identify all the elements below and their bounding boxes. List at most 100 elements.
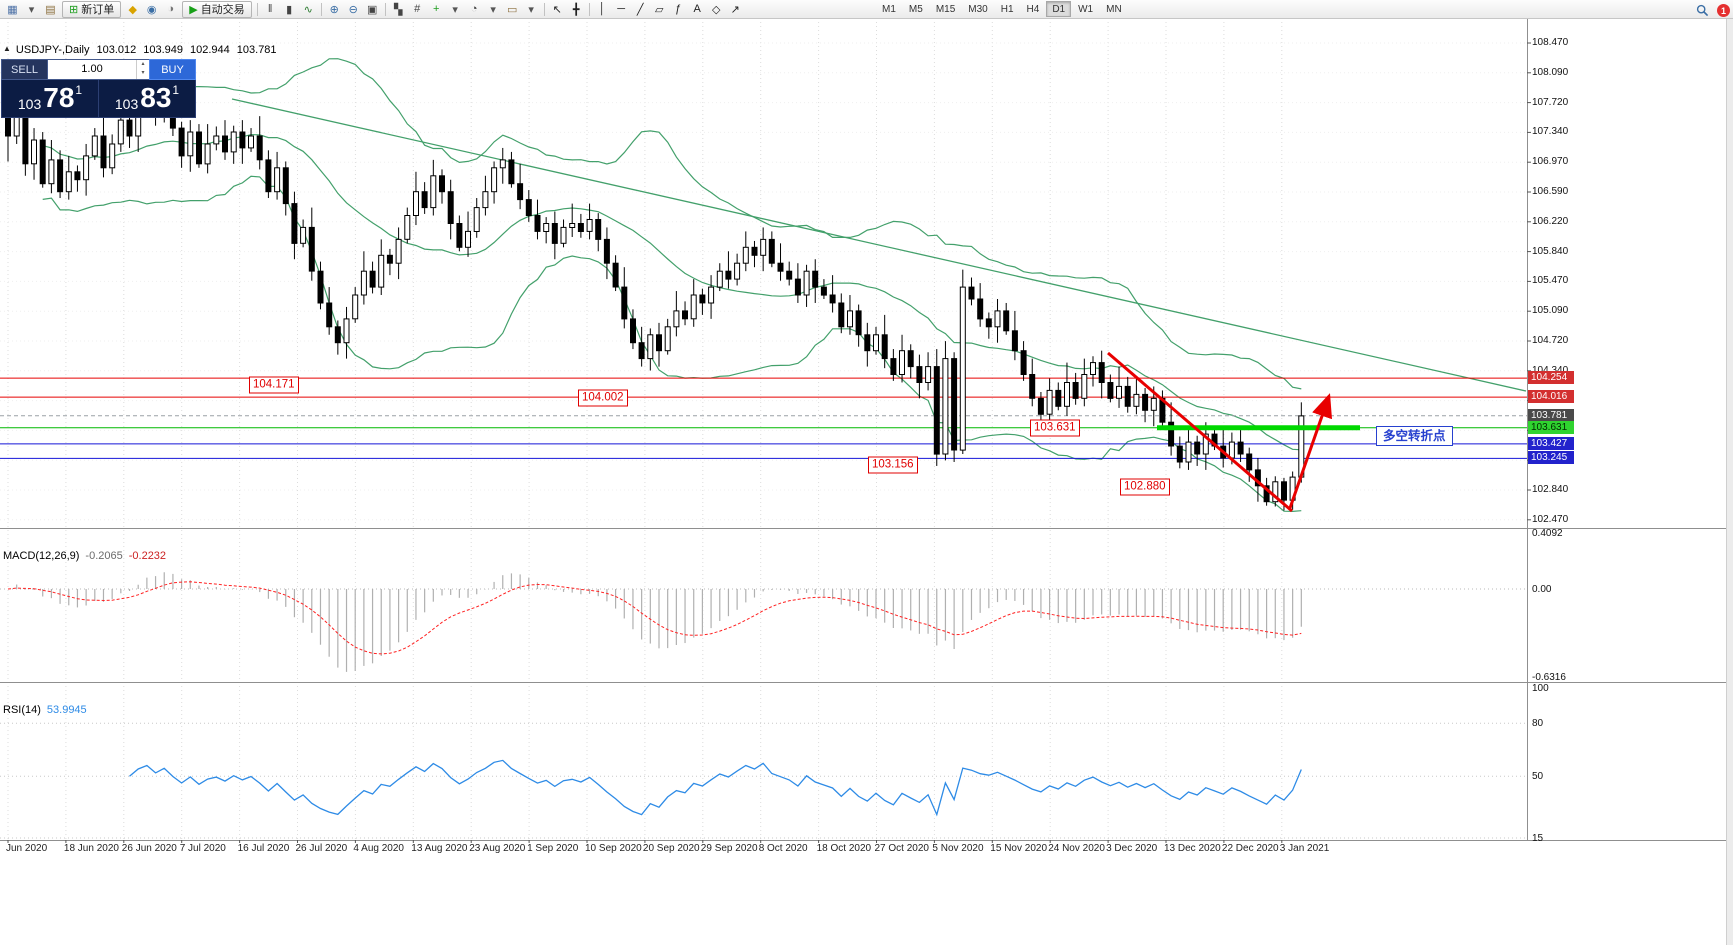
time-axis-label: 13 Aug 2020 — [411, 843, 468, 854]
time-axis-label: 5 Nov 2020 — [932, 843, 984, 854]
time-axis-label: 24 Nov 2020 — [1048, 843, 1105, 854]
zoom-in-icon[interactable]: ⊕ — [329, 3, 339, 16]
time-axis-label: 16 Jul 2020 — [237, 843, 290, 854]
rsi-plot — [0, 722, 1527, 839]
sell-price-sup: 1 — [75, 83, 83, 97]
timeframe-w1[interactable]: W1 — [1078, 4, 1094, 15]
data-window-icon[interactable]: ◑ — [167, 3, 175, 15]
buy-button[interactable]: BUY — [149, 59, 196, 80]
search-icon[interactable] — [1693, 2, 1712, 19]
macd-scale-label: 0.00 — [1532, 584, 1552, 595]
time-axis-label: 3 Dec 2020 — [1106, 843, 1158, 854]
autotrade-button[interactable]: ▶ 自动交易 — [182, 0, 252, 18]
crosshair-tool-icon[interactable]: ╋ — [572, 3, 580, 16]
time-axis-label: 15 Nov 2020 — [990, 843, 1048, 854]
new-chart-icon[interactable]: ▦ — [7, 3, 18, 16]
price-axis-label: 105.840 — [1532, 245, 1569, 257]
horizontal-line-tool-icon[interactable]: ─ — [617, 3, 626, 15]
new-order-button[interactable]: ⊞ 新订单 — [62, 0, 122, 18]
annotation-box[interactable]: 102.880 — [1120, 478, 1170, 496]
one-click-trading-panel: SELL 1.00 ▴ ▾ BUY 103 78 1 103 83 1 — [1, 59, 196, 118]
timeframe-d1[interactable]: D1 — [1046, 1, 1072, 17]
cursor-tool-icon[interactable]: ↖ — [552, 3, 562, 16]
notification-badge[interactable]: 1 — [1717, 4, 1730, 17]
shapes-tool-icon[interactable]: ◇ — [711, 3, 721, 16]
toolbar-separator — [256, 2, 258, 16]
indicators-dropdown-icon[interactable]: ▾ — [452, 3, 458, 16]
volume-input[interactable]: 1.00 — [81, 63, 103, 75]
autotrade-label: 自动交易 — [200, 4, 245, 16]
timeframe-h1[interactable]: H1 — [1000, 4, 1014, 15]
price-tag: 104.016 — [1528, 390, 1574, 404]
chart-window[interactable]: ▲ USDJPY-,Daily 103.012 103.949 102.944 … — [0, 19, 1733, 945]
alerts-icon[interactable]: ◆ — [128, 3, 137, 16]
volume-spinner: ▴ ▾ — [136, 60, 149, 79]
price-axis-label: 107.720 — [1532, 96, 1569, 108]
timeframe-m30[interactable]: M30 — [968, 4, 988, 15]
time-axis-label: 10 Sep 2020 — [585, 843, 642, 854]
scrollbar[interactable] — [1726, 19, 1733, 945]
timeframe-h4[interactable]: H4 — [1026, 4, 1040, 15]
annotation-box[interactable]: 104.171 — [249, 376, 299, 394]
fibonacci-tool-icon[interactable]: ƒ — [675, 3, 682, 15]
trendline-tool-icon[interactable]: ╱ — [636, 3, 644, 16]
periods-icon[interactable]: ◔ — [470, 3, 478, 15]
annotation-box[interactable]: 多空转折点 — [1376, 425, 1453, 446]
market-watch-icon[interactable]: ◉ — [146, 3, 157, 16]
sell-price-display[interactable]: 103 78 1 — [2, 80, 99, 117]
rsi-scale-label: 50 — [1532, 771, 1544, 783]
periods-dropdown-icon[interactable]: ▾ — [490, 3, 496, 16]
new-order-icon: ⊞ — [69, 3, 79, 16]
volume-up-icon[interactable]: ▴ — [141, 61, 145, 67]
candlestick-mode-icon[interactable]: ▮ — [286, 3, 293, 16]
profiles-icon[interactable]: ▤ — [45, 3, 56, 16]
auto-arrange-icon[interactable]: ▚ — [393, 3, 403, 16]
volume-down-icon[interactable]: ▾ — [141, 70, 145, 76]
toolbar-icons: ▦ ▾ ▤ ⊞ 新订单 ◆ ◉ ◑ ▶ 自动交易 ‖ ▮ ∿ ⊕ ⊖ ▣ ▚ # + ▾ ◔ ▾ ▭ ▾ ↖ ╋ │ ─ ╱ ▱ ƒ A ◇ ↗ — [3, 0, 745, 18]
chart-canvas[interactable] — [0, 19, 1733, 945]
sell-price-main: 103 — [17, 96, 42, 112]
collapse-panel-icon[interactable]: ▲ — [3, 44, 11, 53]
macd-scale-label: 0.4092 — [1532, 528, 1563, 539]
new-chart-dropdown-icon[interactable]: ▾ — [28, 3, 35, 16]
level-lines[interactable] — [0, 377, 1527, 459]
price-tag: 103.245 — [1528, 451, 1574, 465]
annotation-box[interactable]: 103.156 — [868, 456, 918, 474]
annotation-box[interactable]: 104.002 — [578, 389, 628, 407]
macd-plot — [0, 572, 1527, 672]
price-axis-label: 106.220 — [1532, 215, 1569, 227]
channel-tool-icon[interactable]: ▱ — [654, 3, 664, 16]
sell-button[interactable]: SELL — [1, 59, 48, 80]
add-indicator-icon[interactable]: + — [432, 3, 440, 15]
timeframe-m5[interactable]: M5 — [908, 4, 923, 15]
bar-chart-mode-icon[interactable]: ‖ — [267, 3, 273, 15]
symbol-name: USDJPY-,Daily — [15, 44, 90, 56]
macd-title: MACD(12,26,9) — [3, 550, 80, 562]
arrow-tool-icon[interactable]: ↗ — [730, 3, 740, 16]
line-chart-mode-icon[interactable]: ∿ — [303, 3, 313, 16]
toolbar-separator — [384, 2, 386, 16]
annotation-box[interactable]: 103.631 — [1030, 419, 1080, 437]
grid — [0, 22, 1527, 840]
templates-icon[interactable]: ▭ — [506, 3, 518, 16]
timeframe-m1[interactable]: M1 — [882, 4, 896, 15]
timeframe-m15[interactable]: M15 — [935, 4, 956, 15]
buy-price-display[interactable]: 103 83 1 — [99, 80, 195, 117]
time-axis-label: 27 Oct 2020 — [874, 843, 929, 854]
vertical-line-tool-icon[interactable]: │ — [598, 3, 606, 15]
templates-dropdown-icon[interactable]: ▾ — [528, 3, 534, 16]
toolbar: ▦ ▾ ▤ ⊞ 新订单 ◆ ◉ ◑ ▶ 自动交易 ‖ ▮ ∿ ⊕ ⊖ ▣ ▚ # + ▾ ◔ ▾ ▭ ▾ ↖ ╋ │ ─ ╱ ▱ ƒ A ◇ ↗ … — [0, 0, 1733, 19]
tile-windows-icon[interactable]: ▣ — [366, 3, 378, 16]
zoom-out-icon[interactable]: ⊖ — [348, 3, 358, 16]
timeframe-mn[interactable]: MN — [1106, 4, 1122, 15]
bollinger-bands — [42, 58, 1527, 513]
buy-price-big: 83 — [140, 82, 172, 113]
sell-price-big: 78 — [43, 82, 75, 113]
text-tool-icon[interactable]: A — [693, 3, 701, 15]
price-axis-label: 105.470 — [1532, 275, 1569, 287]
toolbar-separator — [543, 2, 545, 16]
price-axis-label: 102.470 — [1532, 513, 1569, 525]
price-axis-label: 108.090 — [1532, 66, 1569, 78]
time-axis-label: 26 Jul 2020 — [295, 843, 348, 854]
grid-toggle-icon[interactable]: # — [414, 3, 421, 15]
